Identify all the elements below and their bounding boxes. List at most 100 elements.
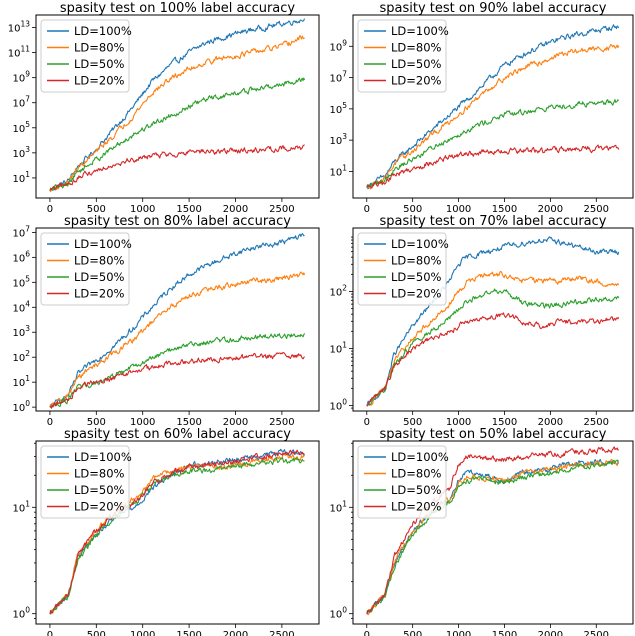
legend: LD=100% LD=80% LD=50% LD=20% (40, 232, 132, 306)
y-tick-label: 102 (329, 283, 347, 298)
legend-box (357, 445, 447, 519)
y-tick-label: 105 (12, 274, 30, 289)
series-line-ld20 (366, 144, 620, 189)
axes-frame (352, 14, 634, 199)
y-tick-label: 101 (12, 499, 30, 514)
series-line-ld100 (49, 233, 305, 408)
legend: LD=100% LD=80% LD=50% LD=20% (357, 445, 449, 519)
legend-label: LD=100% (391, 24, 449, 38)
series-line-ld50 (49, 77, 306, 192)
series-group (366, 446, 620, 616)
x-tick-label: 2500 (269, 630, 294, 636)
axes-frame (35, 440, 320, 625)
legend: LD=100% LD=80% LD=50% LD=20% (357, 232, 449, 306)
y-tick-label: 105 (329, 101, 347, 116)
x-tick-label: 1000 (446, 630, 471, 636)
legend-label: LD=50% (74, 57, 125, 71)
x-tick-label: 500 (403, 417, 422, 428)
legend-box (357, 19, 447, 93)
x-tick-label: 0 (364, 204, 370, 215)
y-tick-label: 101 (12, 170, 30, 185)
x-tick-label: 1000 (446, 417, 471, 428)
x-tick-label: 2000 (223, 417, 248, 428)
x-tick-label: 1000 (446, 204, 471, 215)
legend-label: LD=100% (391, 237, 449, 251)
series-line-ld50 (366, 99, 620, 188)
legend-label: LD=20% (391, 287, 442, 301)
x-tick-label: 500 (87, 417, 106, 428)
y-tick-label: 100 (12, 606, 30, 621)
legend-box (40, 232, 130, 306)
x-tick-label: 2500 (584, 417, 609, 428)
x-tick-label: 0 (364, 630, 370, 636)
y-tick-label: 109 (329, 38, 347, 53)
legend-label: LD=50% (74, 270, 125, 284)
y-tick-label: 107 (329, 70, 347, 85)
legend-label: LD=20% (74, 287, 125, 301)
y-tick-label: 101 (12, 374, 30, 389)
x-tick-label: 1000 (130, 417, 155, 428)
x-tick-label: 2000 (538, 630, 563, 636)
x-tick-label: 1500 (176, 204, 201, 215)
legend-label: LD=20% (391, 74, 442, 88)
legend-label: LD=80% (74, 467, 125, 481)
legend-label: LD=20% (74, 74, 125, 88)
x-tick-label: 1500 (492, 204, 517, 215)
x-tick-label: 500 (403, 204, 422, 215)
x-tick-label: 500 (87, 204, 106, 215)
x-tick-label: 0 (47, 417, 53, 428)
series-group (366, 24, 620, 190)
y-tick-label: 105 (12, 120, 30, 135)
series-line-ld20 (49, 144, 305, 191)
series-line-ld50 (366, 288, 620, 406)
axes-frame (352, 227, 634, 412)
x-tick-label: 2000 (223, 204, 248, 215)
x-tick-label: 2500 (584, 630, 609, 636)
x-tick-label: 0 (47, 204, 53, 215)
y-tick-label: 100 (12, 399, 30, 414)
y-tick-label: 107 (12, 95, 30, 110)
x-tick-label: 1500 (176, 630, 201, 636)
series-line-ld20 (49, 449, 305, 614)
legend-label: LD=80% (391, 41, 442, 55)
chart-title: spasity test on 50% label accuracy (380, 427, 607, 442)
x-tick-label: 1500 (176, 417, 201, 428)
legend-label: LD=80% (391, 467, 442, 481)
x-tick-label: 1000 (130, 204, 155, 215)
legend-label: LD=20% (74, 500, 125, 514)
x-tick-label: 1500 (492, 417, 517, 428)
x-tick-label: 1500 (492, 630, 517, 636)
series-line-ld80 (366, 44, 620, 190)
legend-box (357, 232, 447, 306)
y-tick-label: 103 (329, 132, 347, 147)
x-tick-label: 0 (47, 630, 53, 636)
legend: LD=100% LD=80% LD=50% LD=20% (40, 445, 132, 519)
chart-title: spasity test on 60% label accuracy (64, 427, 291, 442)
series-line-ld50 (366, 459, 620, 614)
y-tick-label: 106 (12, 249, 30, 264)
legend-label: LD=100% (74, 24, 132, 38)
legend-label: LD=20% (391, 500, 442, 514)
chart-title: spasity test on 80% label accuracy (64, 214, 291, 229)
chart-panel-6: spasity test on 50% label accuracy 0 500 10… (329, 427, 634, 636)
axes-frame (352, 440, 634, 625)
series-line-ld80 (49, 34, 305, 193)
series-line-ld20 (49, 351, 305, 409)
series-line-ld100 (366, 24, 620, 190)
x-tick-label: 2500 (269, 204, 294, 215)
series-group (49, 18, 306, 193)
chart-title: spasity test on 100% label accuracy (60, 1, 296, 16)
y-tick-label: 1011 (8, 45, 31, 60)
y-tick-label: 100 (329, 397, 347, 412)
y-tick-label: 107 (12, 224, 30, 239)
legend-label: LD=80% (391, 254, 442, 268)
legend-label: LD=100% (391, 450, 449, 464)
series-group (49, 448, 305, 615)
axes-frame (35, 14, 320, 199)
chart-title: spasity test on 70% label accuracy (380, 214, 607, 229)
series-line-ld20 (366, 312, 620, 407)
legend-label: LD=100% (74, 237, 132, 251)
y-tick-label: 109 (12, 70, 30, 85)
x-tick-label: 2500 (584, 204, 609, 215)
